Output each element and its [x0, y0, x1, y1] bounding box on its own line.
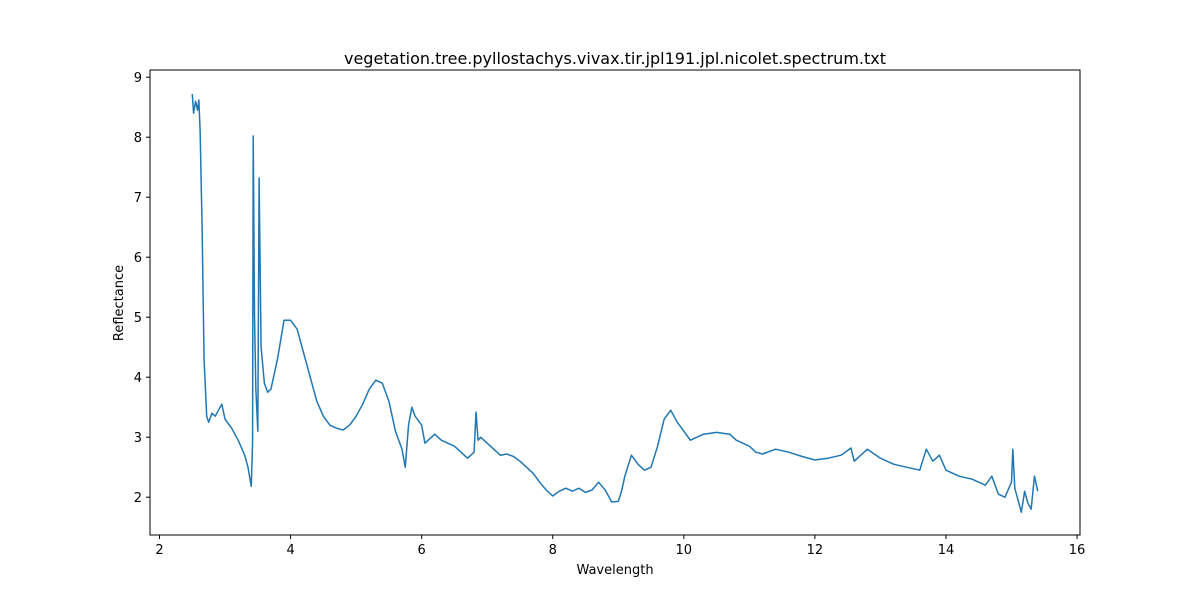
- x-tick-label: 10: [676, 543, 693, 558]
- y-tick-label: 9: [134, 71, 142, 86]
- y-tick-label: 8: [134, 131, 142, 146]
- x-tick-label: 4: [286, 543, 294, 558]
- y-tick-label: 2: [134, 491, 142, 506]
- data-line: [191, 93, 1039, 513]
- y-tick-label: 4: [134, 371, 142, 386]
- x-tick-label: 12: [807, 543, 824, 558]
- x-tick-label: 6: [418, 543, 426, 558]
- chart-title: vegetation.tree.pyllostachys.vivax.tir.j…: [344, 49, 886, 68]
- x-tick-label: 14: [938, 543, 955, 558]
- plot-frame: [149, 69, 1081, 536]
- y-tick-label: 5: [134, 311, 142, 326]
- x-tick-label: 8: [549, 543, 557, 558]
- y-tick-label: 6: [134, 251, 142, 266]
- y-tick-label: 7: [134, 191, 142, 206]
- x-tick-label: 16: [1069, 543, 1086, 558]
- x-tick-label: 2: [155, 543, 163, 558]
- x-axis-label: Wavelength: [576, 563, 653, 578]
- y-axis-label: Reflectance: [112, 265, 127, 341]
- y-tick-label: 3: [134, 431, 142, 446]
